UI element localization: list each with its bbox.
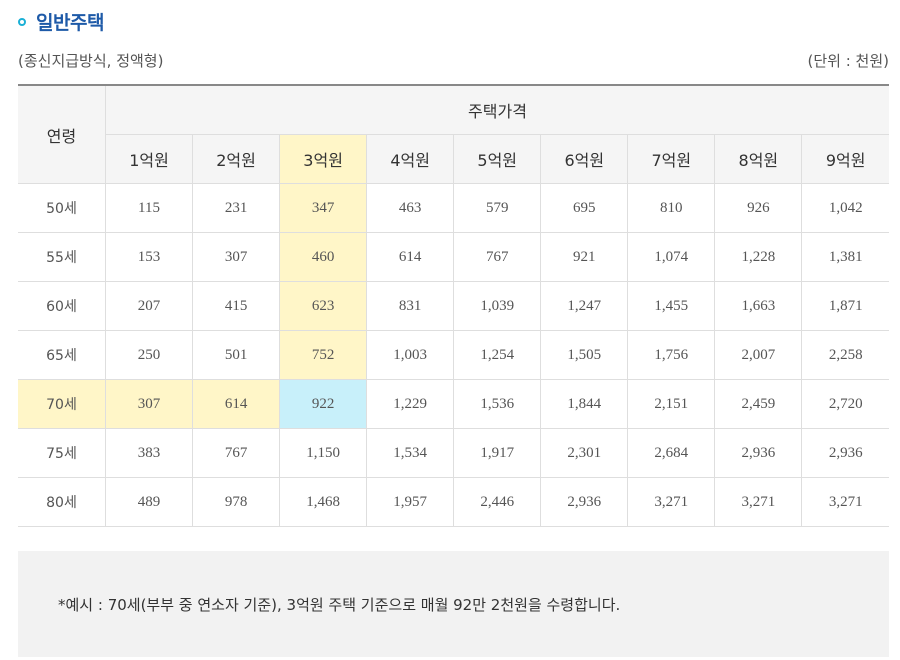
- value-cell: 383: [104, 428, 194, 478]
- value-cell: 2,720: [801, 379, 889, 429]
- value-cell: 1,505: [540, 330, 629, 380]
- value-cell: 1,871: [801, 281, 889, 331]
- house-price-header: 주택가격: [105, 84, 889, 135]
- value-cell: 3,271: [627, 477, 716, 527]
- price-column-header: 1억원: [105, 134, 194, 184]
- value-cell: 2,007: [714, 330, 803, 380]
- table-row: 55세 153 307 460 614 767 921 1,074 1,228 1,381: [18, 232, 889, 282]
- price-column-header: 3억원: [279, 134, 368, 184]
- value-cell: 978: [192, 477, 281, 527]
- value-cell: 1,247: [540, 281, 629, 331]
- unit-label: (단위 : 천원): [807, 52, 890, 70]
- value-cell: 207: [104, 281, 194, 331]
- value-cell: 2,446: [453, 477, 542, 527]
- table-row: 60세 207 415 623 831 1,039 1,247 1,455 1,663 1,871: [18, 281, 889, 331]
- value-cell: 2,258: [801, 330, 889, 380]
- value-cell: 695: [540, 183, 629, 233]
- circle-bullet-icon: [18, 17, 26, 26]
- value-cell: 767: [192, 428, 281, 478]
- age-cell: 80세: [18, 477, 106, 527]
- age-cell: 55세: [18, 232, 106, 282]
- value-cell: 2,151: [627, 379, 716, 429]
- example-note: *예시 : 70세(부부 중 연소자 기준), 3억원 주택 기준으로 매월 9…: [18, 551, 889, 657]
- price-column-header: 6억원: [540, 134, 629, 184]
- section-header: 일반주택: [18, 8, 104, 35]
- age-cell: 75세: [18, 428, 106, 478]
- value-cell: 2,936: [540, 477, 629, 527]
- value-cell: 1,039: [453, 281, 542, 331]
- value-cell: 489: [104, 477, 194, 527]
- value-cell: 1,534: [366, 428, 455, 478]
- table-row: 70세 307 614 922 1,229 1,536 1,844 2,151 2,459 2,7…: [18, 379, 889, 429]
- value-cell: 614: [192, 379, 281, 429]
- price-column-header: 2억원: [192, 134, 281, 184]
- value-cell: 810: [627, 183, 716, 233]
- table-row: 65세 250 501 752 1,003 1,254 1,505 1,756 2,007 2,2…: [18, 330, 889, 380]
- value-cell: 347: [279, 183, 368, 233]
- age-cell: 60세: [18, 281, 106, 331]
- value-cell: 1,003: [366, 330, 455, 380]
- value-cell: 463: [366, 183, 455, 233]
- value-cell: 2,936: [801, 428, 889, 478]
- table-row: 75세 383 767 1,150 1,534 1,917 2,301 2,684 2,936 2…: [18, 428, 889, 478]
- value-cell: 926: [714, 183, 803, 233]
- value-cell: 115: [104, 183, 194, 233]
- value-cell: 1,663: [714, 281, 803, 331]
- value-cell: 307: [104, 379, 194, 429]
- value-cell: 460: [279, 232, 368, 282]
- value-cell: 250: [104, 330, 194, 380]
- value-cell: 2,301: [540, 428, 629, 478]
- payment-method-label: (종신지급방식, 정액형): [18, 52, 164, 70]
- value-cell: 1,468: [279, 477, 368, 527]
- age-cell: 70세: [18, 379, 106, 429]
- value-cell: 415: [192, 281, 281, 331]
- value-cell: 153: [104, 232, 194, 282]
- value-cell: 623: [279, 281, 368, 331]
- table-row: 50세 115 231 347 463 579 695 810 926 1,042: [18, 183, 889, 233]
- pension-table: 연령 주택가격 1억원 2억원 3억원 4억원 5억원 6억원 7억원 8억원 9억원 50세 1…: [18, 84, 889, 527]
- value-cell: 767: [453, 232, 542, 282]
- table-row: 80세 489 978 1,468 1,957 2,446 2,936 3,271 3,271 3…: [18, 477, 889, 527]
- value-cell: 1,844: [540, 379, 629, 429]
- value-cell: 501: [192, 330, 281, 380]
- price-column-header: 7억원: [627, 134, 716, 184]
- price-column-header: 4억원: [366, 134, 455, 184]
- value-cell: 1,756: [627, 330, 716, 380]
- value-cell: 1,381: [801, 232, 889, 282]
- section-title: 일반주택: [36, 12, 104, 34]
- value-cell: 3,271: [714, 477, 803, 527]
- value-cell: 1,536: [453, 379, 542, 429]
- value-cell: 752: [279, 330, 368, 380]
- value-cell: 922: [279, 379, 368, 429]
- price-column-header: 5억원: [453, 134, 542, 184]
- age-column-header: 연령: [18, 84, 106, 184]
- value-cell: 1,042: [801, 183, 889, 233]
- age-cell: 65세: [18, 330, 106, 380]
- value-cell: 1,074: [627, 232, 716, 282]
- value-cell: 1,150: [279, 428, 368, 478]
- age-cell: 50세: [18, 183, 106, 233]
- table-caption-row: (종신지급방식, 정액형) (단위 : 천원): [18, 50, 889, 71]
- value-cell: 1,455: [627, 281, 716, 331]
- price-column-header: 8억원: [714, 134, 803, 184]
- value-cell: 231: [192, 183, 281, 233]
- value-cell: 614: [366, 232, 455, 282]
- value-cell: 1,957: [366, 477, 455, 527]
- value-cell: 579: [453, 183, 542, 233]
- value-cell: 3,271: [801, 477, 889, 527]
- value-cell: 2,459: [714, 379, 803, 429]
- value-cell: 1,229: [366, 379, 455, 429]
- price-column-header: 9억원: [801, 134, 889, 184]
- value-cell: 2,936: [714, 428, 803, 478]
- value-cell: 1,228: [714, 232, 803, 282]
- example-note-text: *예시 : 70세(부부 중 연소자 기준), 3억원 주택 기준으로 매월 9…: [58, 595, 621, 614]
- value-cell: 831: [366, 281, 455, 331]
- value-cell: 2,684: [627, 428, 716, 478]
- value-cell: 1,254: [453, 330, 542, 380]
- value-cell: 307: [192, 232, 281, 282]
- value-cell: 921: [540, 232, 629, 282]
- value-cell: 1,917: [453, 428, 542, 478]
